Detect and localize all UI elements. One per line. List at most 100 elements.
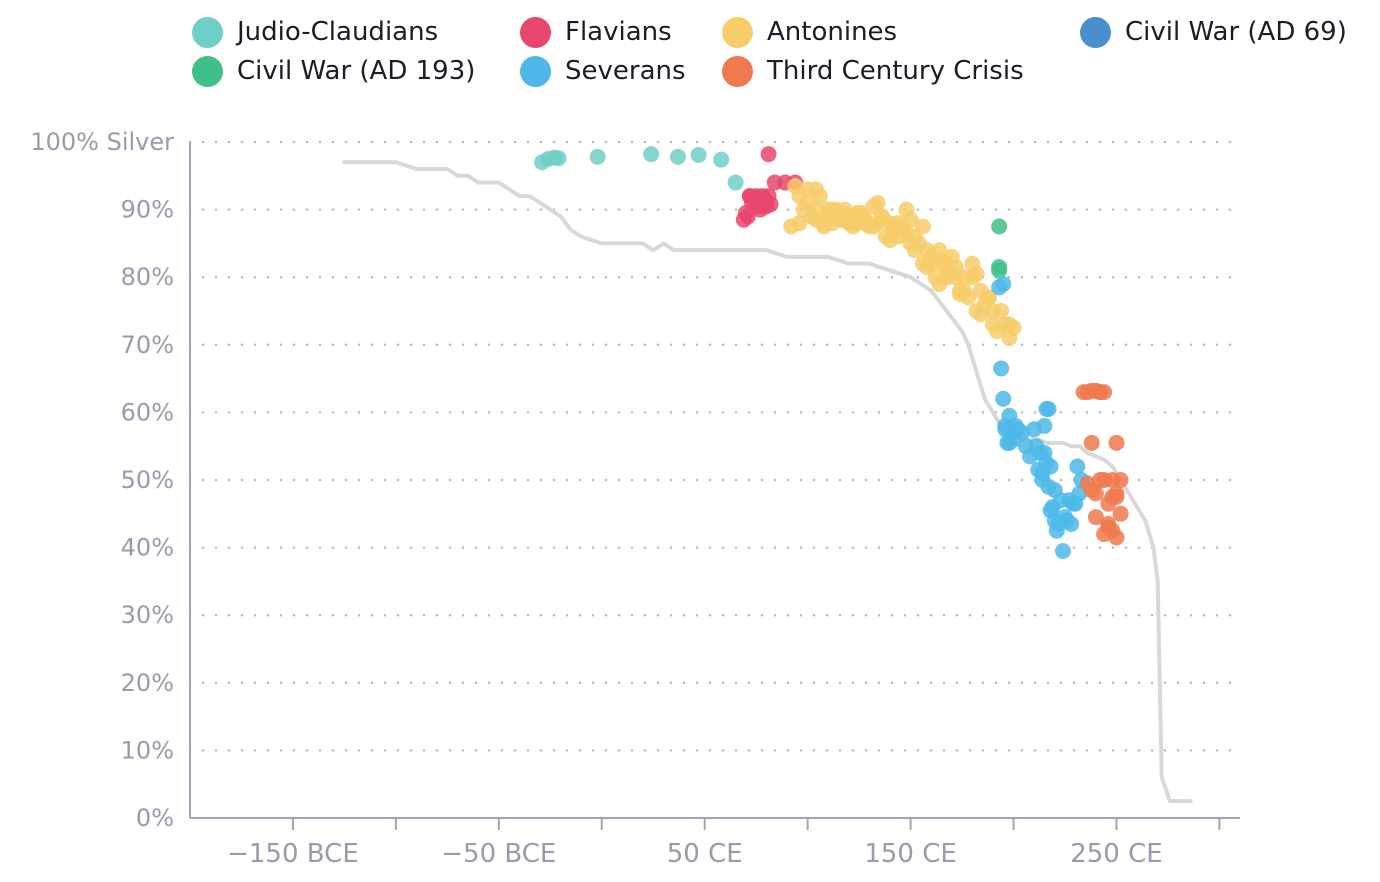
data-point [752,201,769,218]
data-point [873,208,890,225]
data-point [919,242,936,259]
data-point [807,201,824,218]
y-tick-label: 10% [121,736,174,764]
x-tick-label: 150 CE [864,839,956,869]
y-tick-label: 70% [121,331,174,359]
legend-label-flavians: Flavians [565,17,672,47]
data-point [993,303,1010,319]
data-point [643,146,660,163]
data-point [742,188,758,205]
legend-item-judio-claudians[interactable]: Judio-Claudians [192,15,438,49]
legend-swatch-judio-claudians [192,16,223,48]
data-point [1001,434,1018,451]
series-judio-claudians [534,146,744,191]
legend-label-civil-war-193: Civil War (AD 193) [237,56,476,86]
data-point [968,265,985,282]
data-point [984,316,1001,333]
y-tick-label: 50% [121,466,174,494]
y-tick-label: 20% [121,669,174,697]
data-point [836,201,853,218]
data-point [1112,472,1129,488]
data-point [947,259,964,276]
x-tick-label: 50 CE [667,839,743,869]
data-point [550,150,567,167]
data-point [1087,509,1104,526]
data-point [972,306,989,323]
data-point [1108,434,1125,451]
data-point [914,218,931,235]
data-point [1042,458,1059,475]
y-tick-label: 80% [121,263,174,291]
legend-item-civil-war-69[interactable]: Civil War (AD 69) [1080,15,1347,49]
data-point [869,194,886,211]
data-point [1046,482,1063,499]
legend-swatch-civil-war-69 [1080,16,1111,48]
legend-item-antonines[interactable]: Antonines [722,15,897,49]
data-point [713,151,730,168]
series-antonines [783,177,1022,347]
legend: Judio-Claudians Flavians Antonines Civil… [0,0,1380,100]
data-point [1069,458,1086,475]
data-point [853,204,870,221]
y-tick-label: 30% [121,601,174,629]
legend-item-civil-war-193[interactable]: Civil War (AD 193) [192,54,475,88]
data-point [816,218,833,235]
legend-swatch-third-century-crisis [722,55,753,87]
data-point [952,286,968,303]
y-tick-label: 90% [121,196,174,224]
data-point [760,146,777,163]
legend-item-third-century-crisis[interactable]: Third Century Crisis [722,54,1024,88]
data-point [1083,434,1100,451]
data-point [886,218,903,235]
legend-swatch-flavians [520,16,551,48]
y-tick-label: 100% Silver [30,128,174,156]
data-point [991,218,1008,235]
data-point [807,181,824,198]
data-point [820,201,837,218]
data-point [1063,515,1080,532]
data-point [935,252,952,269]
data-point [1112,505,1129,522]
x-tick-label: −50 BCE [441,839,556,869]
legend-label-severans: Severans [565,56,686,86]
y-tick-label: 0% [136,804,174,832]
legend-item-flavians[interactable]: Flavians [520,15,672,49]
y-tick-label: 60% [121,398,174,426]
data-point [589,148,606,165]
series-civil-war-ad-193- [991,218,1008,279]
data-point [1036,417,1053,434]
legend-label-third-century-crisis: Third Century Crisis [767,56,1024,86]
data-point [669,148,686,165]
legend-swatch-antonines [722,16,753,48]
data-point [995,275,1012,292]
data-point [882,232,898,249]
data-point [783,218,800,235]
data-point [1096,384,1113,401]
series-third-century-crisis [1075,382,1129,546]
data-point [980,289,997,306]
data-point [902,211,919,228]
data-point [1083,482,1100,499]
legend-label-civil-war-69: Civil War (AD 69) [1125,17,1347,47]
silver-content-reference-line [342,160,1193,804]
data-point [1108,529,1125,546]
legend-item-severans[interactable]: Severans [520,54,686,88]
y-tick-label: 40% [121,534,174,562]
x-tick-label: −150 BCE [227,839,359,869]
legend-swatch-civil-war-193 [192,55,223,87]
legend-label-judio-claudians: Judio-Claudians [237,17,439,47]
data-point [1007,417,1024,434]
data-point [991,262,1008,279]
legend-swatch-severans [520,55,551,87]
data-point [1040,401,1057,418]
data-point [727,174,744,191]
x-tick-label: 250 CE [1070,839,1162,869]
data-point [995,390,1012,407]
data-point [1054,542,1071,559]
data-point [690,146,707,163]
data-point [1001,316,1018,333]
legend-label-antonines: Antonines [767,17,898,47]
data-point [739,208,756,225]
data-point [993,360,1010,377]
